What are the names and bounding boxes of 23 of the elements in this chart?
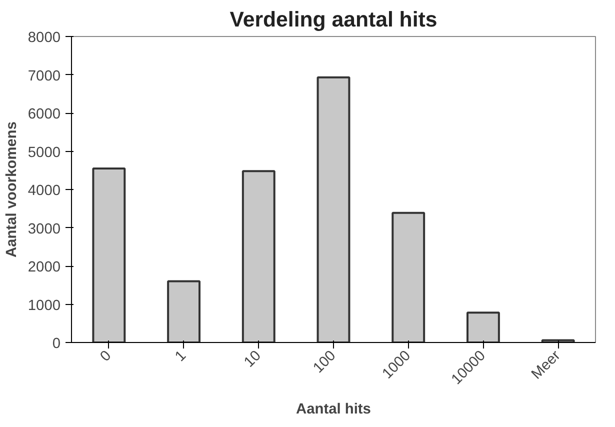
y-tick-label: 3000: [28, 221, 61, 238]
bar: [466, 312, 500, 342]
y-tick-label: 0: [52, 336, 61, 352]
x-tick-label: 100: [310, 348, 340, 376]
bar: [92, 167, 126, 342]
y-tick-label: 1000: [28, 298, 61, 314]
y-tick-label: 6000: [28, 106, 61, 122]
bar: [392, 212, 426, 342]
x-tick-label: 0: [98, 348, 115, 365]
y-tick-label: 8000: [28, 30, 61, 46]
y-tick-label: 2000: [28, 260, 61, 276]
y-tick-label: 5000: [28, 144, 61, 161]
bar: [242, 170, 276, 342]
bar: [167, 280, 201, 342]
y-tick-label: 4000: [28, 183, 61, 199]
y-tick-label: 7000: [28, 68, 61, 84]
x-tick-label: 1: [172, 348, 190, 365]
bar: [541, 339, 575, 342]
x-tick-label: 10: [241, 348, 264, 371]
chart-title: Verdeling aantal hits: [230, 8, 438, 32]
x-axis-title: Aantal hits: [296, 402, 371, 418]
bar: [316, 76, 350, 342]
y-axis-title: Aantal voorkomens: [4, 121, 20, 258]
